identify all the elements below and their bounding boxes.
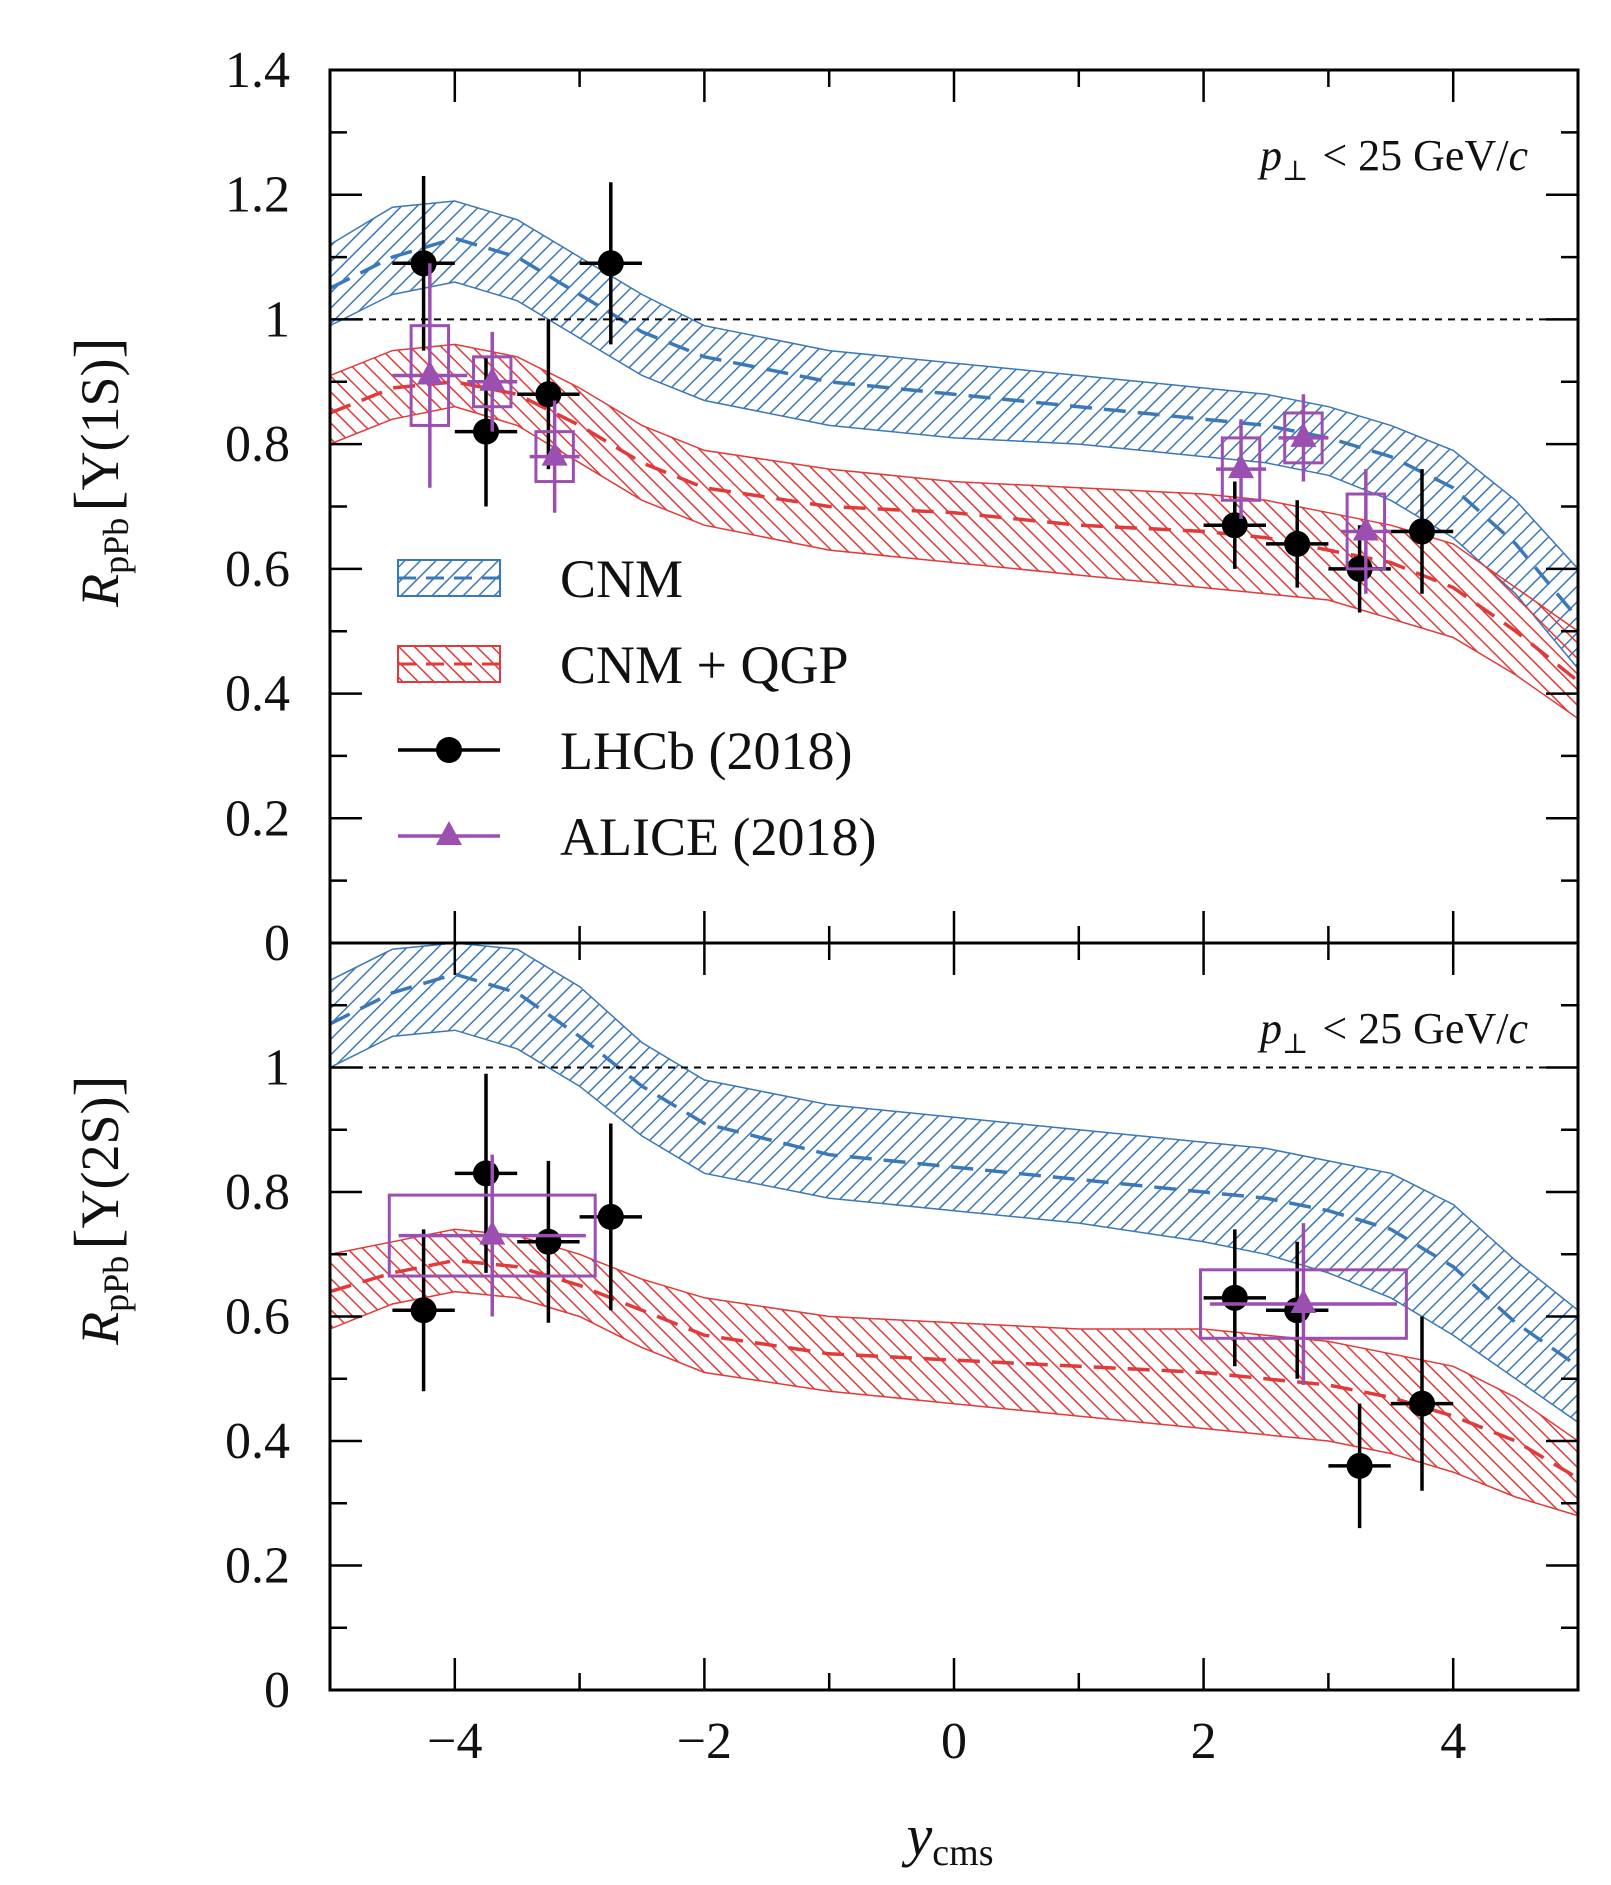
pt-cut-annotation: p⊥ < 25 GeV/c xyxy=(1257,131,1528,187)
x-tick-labels: −4 −2 0 2 4 xyxy=(427,1713,1466,1770)
alice-point xyxy=(1216,419,1266,519)
legend-label: ALICE (2018) xyxy=(560,807,876,867)
y-axis-label-state: Υ(2S) xyxy=(70,1096,130,1228)
alice-point xyxy=(467,331,518,432)
data-points xyxy=(392,176,1454,613)
panel-upsilon-2s: 0 0.2 0.4 0.6 0.8 1 −4 −2 0 2 4 p⊥ < 25 GeV/c RpPb… xyxy=(61,941,1580,1874)
y-tick-label: 1.4 xyxy=(225,42,290,99)
lhcb-point xyxy=(1390,469,1454,594)
alice-point xyxy=(529,400,580,513)
legend-entry: LHCb (2018) xyxy=(398,721,852,781)
lhcb-point xyxy=(517,319,580,470)
alice-point xyxy=(1278,394,1329,482)
alice-point xyxy=(392,263,468,488)
panel-upsilon-1s: 0 0.2 0.4 0.6 0.8 1 1.2 1.4 p⊥ < 25 GeV/c RpPb[Υ… xyxy=(61,42,1580,972)
y-tick-label: 0.8 xyxy=(225,416,290,473)
legend-label: LHCb (2018) xyxy=(560,721,852,781)
lhcb-point xyxy=(1266,500,1329,588)
y-tick-label: 1 xyxy=(264,291,290,348)
lhcb-point xyxy=(392,1229,455,1392)
y-tick-label: 1.2 xyxy=(225,167,290,224)
svg-text:RpPb[Υ(1S)]: RpPb[Υ(1S)] xyxy=(61,337,136,608)
y-tick-label: 0 xyxy=(264,1662,290,1719)
x-axis-label-sub: cms xyxy=(932,1832,993,1874)
y-tick-labels: 0 0.2 0.4 0.6 0.8 1 xyxy=(225,1040,290,1720)
y-tick-label: 0.6 xyxy=(225,541,290,598)
legend-label: CNM + QGP xyxy=(560,635,849,695)
y-tick-label: 0 xyxy=(264,915,290,972)
axis-ticks xyxy=(328,941,1580,1692)
legend: CNM CNM + QGP LHCb (2018) ALICE (2018) xyxy=(397,549,876,867)
y-tick-label: 0.4 xyxy=(225,666,290,723)
legend-marker xyxy=(436,821,462,845)
data-points xyxy=(387,1073,1454,1529)
x-tick-label: 0 xyxy=(941,1713,967,1770)
y-tick-label: 0.4 xyxy=(225,1413,290,1470)
x-tick-label: −2 xyxy=(677,1713,732,1770)
legend-marker xyxy=(436,737,462,763)
x-tick-label: 4 xyxy=(1440,1713,1466,1770)
x-tick-label: 2 xyxy=(1191,1713,1217,1770)
x-tick-label: −4 xyxy=(427,1713,482,1770)
lhcb-point xyxy=(1328,1403,1391,1529)
y-tick-label: 0.2 xyxy=(225,790,290,847)
y-axis-label: RpPb[Υ(1S)] xyxy=(61,337,136,608)
lhcb-point xyxy=(1390,1316,1454,1491)
lhcb-point xyxy=(579,1123,642,1311)
x-axis-label: ycms xyxy=(902,1803,994,1874)
alice-point xyxy=(1340,469,1391,594)
legend-entry: CNM xyxy=(397,549,683,609)
theory-bands xyxy=(330,200,1578,720)
y-tick-labels: 0 0.2 0.4 0.6 0.8 1 1.2 1.4 xyxy=(225,42,290,972)
band-cnm-qgp xyxy=(330,1228,1578,1517)
lhcb-point xyxy=(579,182,642,345)
plot-frame xyxy=(328,941,1580,1692)
y-tick-label: 1 xyxy=(264,1040,290,1097)
band-cnm xyxy=(330,200,1578,670)
svg-text:RpPb[Υ(2S)]: RpPb[Υ(2S)] xyxy=(61,1075,136,1346)
central-cnm xyxy=(330,972,1578,1368)
alice-point xyxy=(387,1154,597,1317)
legend-label: CNM xyxy=(560,549,683,609)
y-axis-label: RpPb[Υ(2S)] xyxy=(61,1075,136,1346)
central-cnm xyxy=(330,236,1578,620)
pt-cut-annotation: p⊥ < 25 GeV/c xyxy=(1257,1004,1528,1060)
y-axis-label-main: R xyxy=(70,574,130,608)
y-tick-label: 0.2 xyxy=(225,1538,290,1595)
y-axis-label-sub: pPb xyxy=(96,518,136,574)
y-tick-label: 0.8 xyxy=(225,1164,290,1221)
band-cnm-qgp xyxy=(330,343,1578,720)
x-axis-label-main: y xyxy=(902,1803,933,1868)
legend-entry: CNM + QGP xyxy=(397,635,849,695)
y-tick-label: 0.6 xyxy=(225,1289,290,1346)
y-axis-label-sub: pPb xyxy=(96,1256,136,1312)
alice-point xyxy=(1198,1223,1408,1385)
legend-entry: ALICE (2018) xyxy=(398,807,876,867)
y-axis-label-main: R xyxy=(70,1312,130,1346)
y-axis-label-state: Υ(1S) xyxy=(70,358,130,490)
